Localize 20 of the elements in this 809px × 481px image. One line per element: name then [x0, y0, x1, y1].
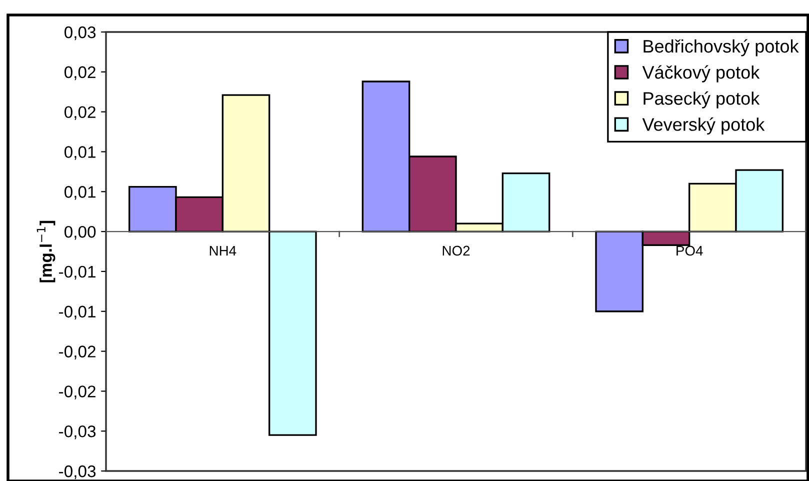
y-tick-label: 0,02 [64, 106, 96, 120]
legend-label: Veverský potok [642, 117, 765, 134]
y-tick-label: 0,01 [64, 146, 96, 160]
y-tick-label: -0,01 [59, 306, 96, 320]
y-tick-label: -0,03 [59, 425, 96, 440]
y-tick-label: -0,03 [59, 465, 96, 480]
x-tick-label: NH4 [210, 246, 236, 256]
y-tick-label: 0,02 [64, 66, 96, 80]
legend-label: Váčkový potok [642, 65, 760, 82]
legend-label: Bedřichovský potok [644, 39, 799, 56]
legend-label: Pasecký potok [644, 91, 760, 108]
y-tick-label: -0,02 [59, 386, 96, 400]
y-tick-label: -0,01 [59, 266, 96, 280]
x-tick-label: NO2 [442, 246, 470, 256]
y-tick-label: 0,01 [64, 186, 96, 200]
x-tick-label: PO4 [676, 246, 703, 256]
y-axis-title: [mg.l$^{−1}$] [36, 220, 56, 282]
y-tick-label: -0,02 [59, 346, 96, 360]
y-tick-label: 0,00 [64, 226, 96, 240]
y-tick-label: 0,03 [64, 26, 96, 40]
